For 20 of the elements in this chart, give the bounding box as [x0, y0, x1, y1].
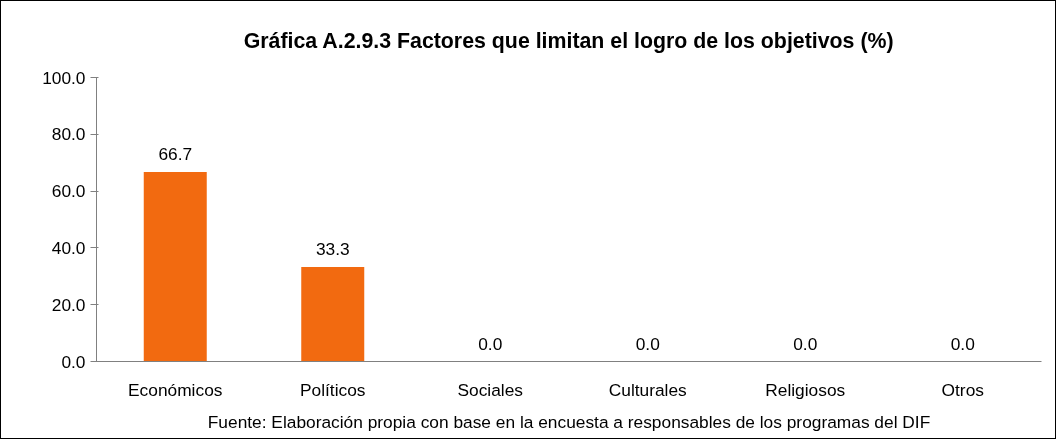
data-label: 33.3 — [315, 238, 350, 259]
data-label: 66.7 — [158, 144, 193, 165]
source-note: Fuente: Elaboración propia con base en la encuesta a responsables de los programas del DIF — [207, 411, 931, 432]
chart-title: Gráfica A.2.9.3 Factores que limitan el logro de los objetivos (%) — [243, 28, 894, 53]
y-tick-label: 20.0 — [51, 294, 86, 315]
data-label: 0.0 — [478, 333, 503, 354]
data-label: 0.0 — [793, 333, 818, 354]
x-tick-label: Culturales — [608, 379, 688, 400]
x-tick-label: Políticos — [300, 379, 366, 400]
y-tick-label: 80.0 — [51, 124, 86, 145]
y-tick-label: 0.0 — [61, 351, 86, 372]
y-tick-label: 40.0 — [51, 237, 86, 258]
data-label: 0.0 — [950, 333, 975, 354]
x-tick-label: Económicos — [128, 379, 223, 400]
y-tick-label: 60.0 — [51, 181, 86, 202]
y-tick-label: 100.0 — [42, 67, 86, 88]
data-label: 0.0 — [635, 333, 660, 354]
x-tick-label: Otros — [941, 379, 985, 400]
x-tick-label: Religiosos — [765, 379, 846, 400]
x-tick-label: Sociales — [457, 379, 524, 400]
